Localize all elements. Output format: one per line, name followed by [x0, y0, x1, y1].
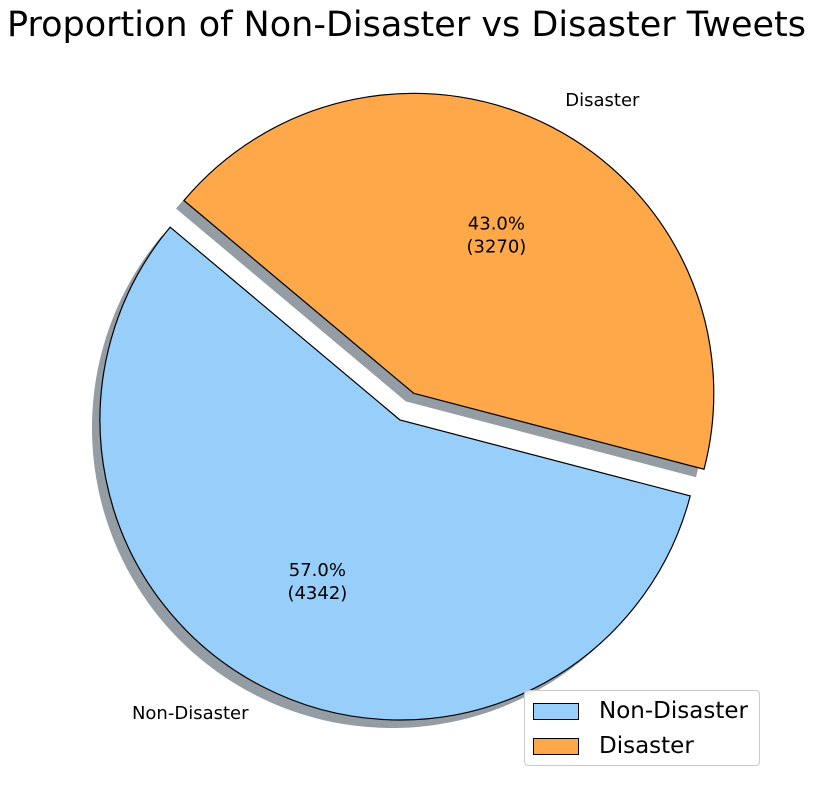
- legend-swatch-non-disaster: [533, 702, 579, 720]
- pie-slice-disaster: [183, 92, 715, 470]
- slice-label-disaster: Disaster: [565, 90, 640, 111]
- legend: Non-Disaster Disaster: [524, 690, 760, 766]
- legend-item-disaster: Disaster: [533, 731, 694, 761]
- pie-slice-non-disaster: [99, 226, 691, 721]
- slice-count-non-disaster: (4342): [287, 583, 347, 604]
- legend-label-disaster: Disaster: [599, 733, 694, 759]
- legend-label-non-disaster: Non-Disaster: [599, 698, 748, 724]
- legend-swatch-disaster: [533, 737, 579, 755]
- chart-title: Proportion of Non-Disaster vs Disaster T…: [6, 5, 807, 45]
- slice-percent-non-disaster: 57.0%: [289, 560, 346, 581]
- slice-count-disaster: (3270): [466, 236, 526, 257]
- legend-item-non-disaster: Non-Disaster: [533, 696, 748, 726]
- slice-percent-disaster: 43.0%: [468, 213, 525, 234]
- slice-label-non-disaster: Non-Disaster: [132, 703, 249, 724]
